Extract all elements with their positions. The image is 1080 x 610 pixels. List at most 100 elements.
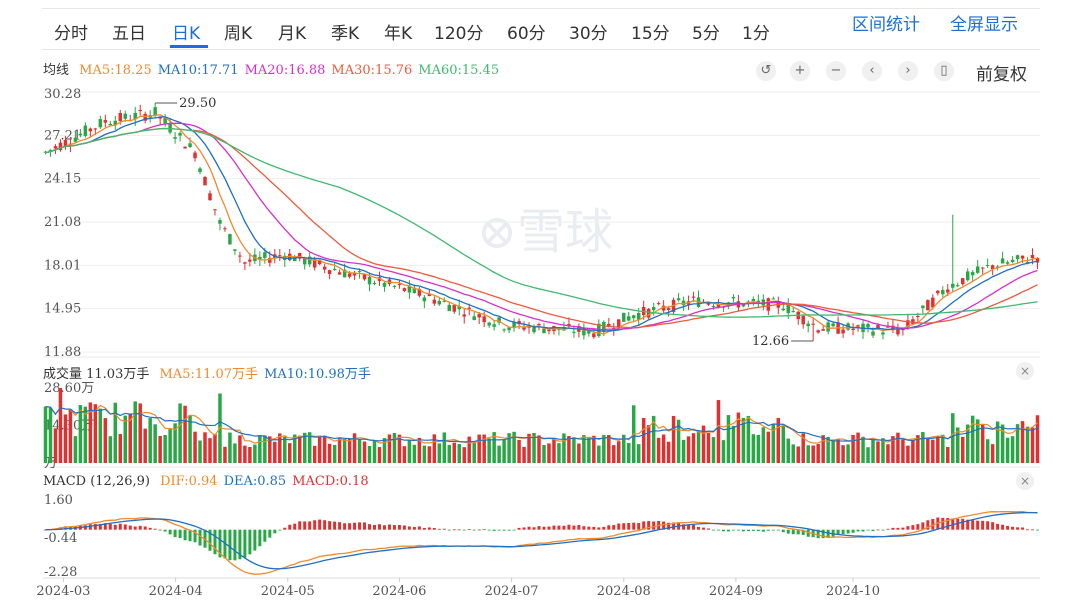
macd-bar — [387, 524, 391, 530]
candle-body — [656, 303, 661, 305]
candle-body — [427, 293, 432, 296]
interval-stats-link[interactable]: 区间统计 — [852, 15, 920, 35]
macd-bar — [991, 522, 995, 530]
macd-bar — [373, 524, 376, 530]
candle-body — [646, 308, 651, 318]
volume-bar — [931, 439, 935, 463]
tab-3[interactable]: 周K — [224, 24, 253, 44]
macd-bar — [617, 523, 621, 530]
volume-bar — [577, 443, 581, 463]
tab-4[interactable]: 月K — [278, 24, 307, 44]
tab-0[interactable]: 分时 — [54, 24, 88, 44]
candle-body — [1010, 259, 1015, 263]
candle-body — [681, 300, 686, 306]
tab-12[interactable]: 1分 — [742, 24, 770, 44]
macd-bar — [941, 517, 945, 530]
tab-9[interactable]: 30分 — [569, 24, 608, 44]
candle-body — [811, 323, 815, 325]
candle-body — [263, 252, 267, 258]
volume-legend-title: 成交量 11.03万手 — [43, 367, 150, 382]
macd-bar — [48, 529, 52, 531]
macd-bar — [377, 524, 381, 530]
volume-bar — [98, 408, 103, 463]
volume-bar — [477, 434, 481, 463]
candle-body — [532, 327, 536, 333]
volume-bar — [288, 443, 292, 463]
volume-bar — [617, 441, 621, 463]
ma10-line — [45, 116, 1038, 332]
price-adjust-dropdown[interactable]: 前复权 — [976, 65, 1027, 85]
candle-body — [831, 323, 835, 327]
volume-bar — [891, 436, 895, 463]
volume-bar — [268, 436, 272, 463]
macd-bar — [228, 529, 232, 561]
volume-bar — [876, 441, 880, 463]
volume-bar — [851, 434, 855, 463]
candle-body — [452, 305, 457, 312]
volume-bar — [816, 444, 820, 463]
candle-body — [567, 324, 571, 327]
macd-bar — [751, 529, 755, 531]
zoom-out-icon[interactable]: − — [826, 61, 846, 81]
candle-body — [422, 297, 427, 302]
adjust-icon[interactable]: ▯ — [934, 61, 954, 81]
macd-legend-item-1: DEA:0.85 — [223, 474, 287, 489]
macd-bar — [397, 524, 401, 530]
dif-line — [45, 510, 1038, 575]
candle-body — [407, 285, 412, 293]
candle-body — [158, 116, 162, 119]
macd-bar — [293, 523, 297, 530]
macd-bar — [936, 517, 940, 530]
volume-bar — [517, 439, 521, 463]
volume-bar — [228, 432, 232, 463]
candle-body — [701, 301, 706, 303]
tab-2[interactable]: 日K — [172, 24, 201, 44]
macd-bar — [328, 521, 332, 530]
macd-bar — [612, 525, 616, 530]
macd-bar — [622, 523, 626, 530]
chevron-right-icon[interactable]: › — [898, 61, 918, 81]
macd-bar — [517, 527, 521, 530]
candle-body — [866, 323, 870, 328]
macd-bar — [163, 529, 167, 532]
candle-body — [562, 327, 566, 331]
macd-bar — [711, 529, 715, 531]
tab-5[interactable]: 季K — [331, 24, 360, 44]
tab-8[interactable]: 60分 — [507, 24, 546, 44]
macd-bar — [472, 529, 476, 531]
candle-body — [457, 306, 461, 310]
ma-legend-item-1: MA10:17.71 — [157, 63, 239, 78]
candle-body — [622, 312, 626, 322]
candle-body — [796, 311, 800, 320]
tab-11[interactable]: 5分 — [692, 24, 720, 44]
candle-body — [716, 304, 721, 308]
macd-bar — [886, 528, 890, 530]
candle-body — [970, 272, 975, 276]
fullscreen-link[interactable]: 全屏显示 — [950, 15, 1018, 35]
high-price-label: 29.50 — [179, 96, 216, 111]
macd-bar — [826, 529, 830, 538]
candle-body — [462, 314, 466, 317]
macd-close-icon[interactable]: × — [1016, 472, 1034, 490]
candle-body — [437, 300, 442, 305]
undo-icon[interactable]: ↺ — [756, 61, 776, 81]
volume-bar — [497, 445, 501, 463]
macd-bar — [193, 529, 197, 543]
candle-body — [322, 266, 327, 270]
tab-7[interactable]: 120分 — [434, 24, 484, 44]
candle-body — [168, 124, 172, 133]
tab-10[interactable]: 15分 — [631, 24, 670, 44]
zoom-in-icon[interactable]: + — [790, 61, 810, 81]
candle-body — [68, 143, 73, 146]
ma-legend: 均线 MA5:18.25 MA10:17.71 MA20:16.88 MA30:15.… — [43, 59, 511, 78]
chevron-left-icon[interactable]: ‹ — [862, 61, 882, 81]
tab-1[interactable]: 五日 — [112, 24, 146, 44]
candle-body — [397, 283, 402, 286]
volume-bar — [367, 445, 372, 463]
volume-bar — [721, 440, 726, 463]
volume-bar — [736, 412, 741, 463]
tab-6[interactable]: 年K — [384, 24, 413, 44]
candle-body — [861, 323, 865, 333]
volume-close-icon[interactable]: × — [1016, 362, 1034, 380]
macd-bar — [796, 529, 800, 535]
